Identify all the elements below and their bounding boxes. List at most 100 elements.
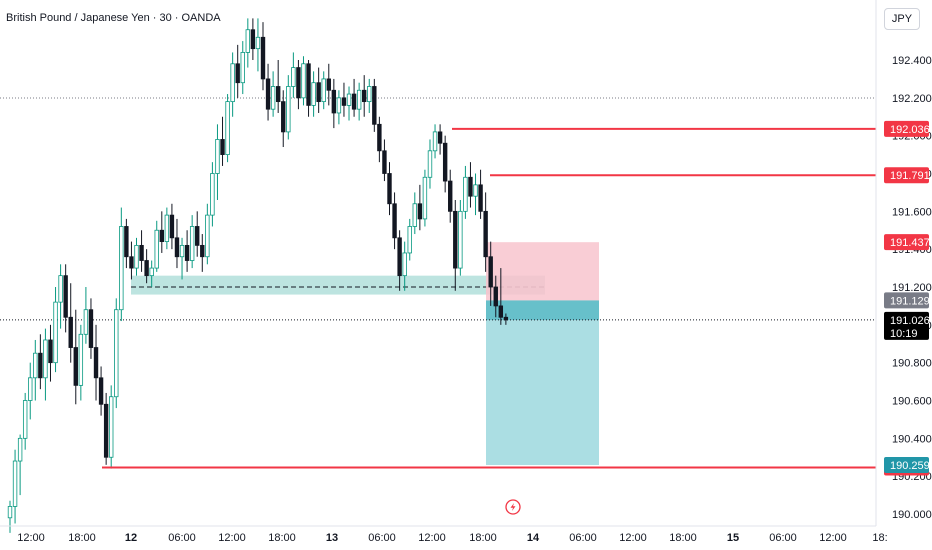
candle[interactable] <box>17 434 23 496</box>
candle[interactable] <box>38 334 43 390</box>
candle[interactable] <box>124 218 129 269</box>
candle[interactable] <box>139 230 144 272</box>
candle[interactable] <box>48 324 53 382</box>
candle[interactable] <box>260 22 266 91</box>
candle[interactable] <box>498 268 504 325</box>
candle[interactable] <box>184 230 190 272</box>
candle[interactable] <box>372 78 377 132</box>
candle[interactable] <box>33 339 38 401</box>
candle[interactable] <box>326 63 331 106</box>
candle[interactable] <box>88 298 94 359</box>
candle[interactable] <box>296 60 301 110</box>
candle[interactable] <box>7 500 13 533</box>
target-price-tag[interactable]: 190.259 <box>884 457 930 474</box>
position-target-zone[interactable] <box>486 300 599 466</box>
candle[interactable] <box>488 241 493 306</box>
candle[interactable] <box>265 63 271 121</box>
candle[interactable] <box>331 78 337 129</box>
candle[interactable] <box>98 366 104 416</box>
candle[interactable] <box>164 207 170 250</box>
candle[interactable] <box>129 241 134 280</box>
candle[interactable] <box>240 41 245 95</box>
candle[interactable] <box>493 275 498 318</box>
candle[interactable] <box>220 116 225 166</box>
candle[interactable] <box>245 18 251 68</box>
candle[interactable] <box>458 199 463 276</box>
candle[interactable] <box>103 392 109 465</box>
candle[interactable] <box>63 264 68 333</box>
candle[interactable] <box>427 139 433 189</box>
candle[interactable] <box>291 52 296 98</box>
candle[interactable] <box>53 287 58 373</box>
price-axis[interactable] <box>876 0 932 526</box>
candle[interactable] <box>361 75 367 117</box>
candle[interactable] <box>210 162 215 227</box>
candle[interactable] <box>73 309 78 405</box>
candle[interactable] <box>463 165 468 219</box>
candle[interactable] <box>453 199 458 291</box>
candle[interactable] <box>336 90 342 125</box>
candle[interactable] <box>144 249 149 284</box>
candle[interactable] <box>377 116 382 163</box>
candle[interactable] <box>119 207 124 322</box>
demand-zone[interactable] <box>131 275 545 295</box>
candle[interactable] <box>432 124 438 159</box>
candle[interactable] <box>473 173 478 216</box>
level-price-tag[interactable]: 192.036 <box>884 120 930 137</box>
currency-button[interactable]: JPY <box>884 8 920 30</box>
candle[interactable] <box>12 449 18 524</box>
candle[interactable] <box>417 184 423 231</box>
candle[interactable] <box>28 362 33 420</box>
lightning-icon[interactable] <box>505 499 521 515</box>
candle[interactable] <box>448 169 453 223</box>
candle[interactable] <box>367 78 372 113</box>
candle[interactable] <box>281 90 286 148</box>
candle[interactable] <box>78 324 84 401</box>
candle[interactable] <box>422 169 428 227</box>
candle[interactable] <box>321 71 326 110</box>
candle[interactable] <box>483 192 488 272</box>
candle[interactable] <box>149 260 154 288</box>
candle[interactable] <box>230 52 235 117</box>
candle[interactable] <box>412 192 417 235</box>
candle[interactable] <box>341 82 347 117</box>
candle[interactable] <box>316 67 321 113</box>
candle[interactable] <box>58 264 63 329</box>
candle[interactable] <box>382 139 387 182</box>
candle[interactable] <box>255 18 261 72</box>
candle[interactable] <box>205 203 210 265</box>
candle[interactable] <box>93 324 99 401</box>
candle[interactable] <box>169 203 175 250</box>
entry-price-tag[interactable]: 191.129 <box>884 292 930 309</box>
candle[interactable] <box>437 124 443 155</box>
candle[interactable] <box>250 18 256 60</box>
candle[interactable] <box>306 60 311 117</box>
candle[interactable] <box>407 218 412 261</box>
candle[interactable] <box>275 60 281 113</box>
candle[interactable] <box>468 162 473 208</box>
candle[interactable] <box>114 298 119 409</box>
level-price-tag[interactable]: 191.791 <box>884 167 930 184</box>
candle[interactable] <box>478 169 483 219</box>
candle[interactable] <box>286 75 291 140</box>
candle[interactable] <box>356 82 362 121</box>
candle[interactable] <box>301 56 306 106</box>
candle[interactable] <box>109 385 114 469</box>
candle[interactable] <box>235 44 240 98</box>
candle[interactable] <box>22 392 28 450</box>
candle[interactable] <box>442 135 448 193</box>
candle[interactable] <box>270 71 276 117</box>
candle[interactable] <box>215 124 220 200</box>
candle[interactable] <box>392 192 397 250</box>
candle[interactable] <box>179 237 185 280</box>
candle[interactable] <box>134 237 139 276</box>
position-stop-zone[interactable] <box>486 242 599 301</box>
candle[interactable] <box>346 86 352 121</box>
candle[interactable] <box>387 162 392 216</box>
candle[interactable] <box>200 234 205 272</box>
candle[interactable] <box>43 328 48 401</box>
candle[interactable] <box>83 287 89 344</box>
candle[interactable] <box>159 211 164 253</box>
